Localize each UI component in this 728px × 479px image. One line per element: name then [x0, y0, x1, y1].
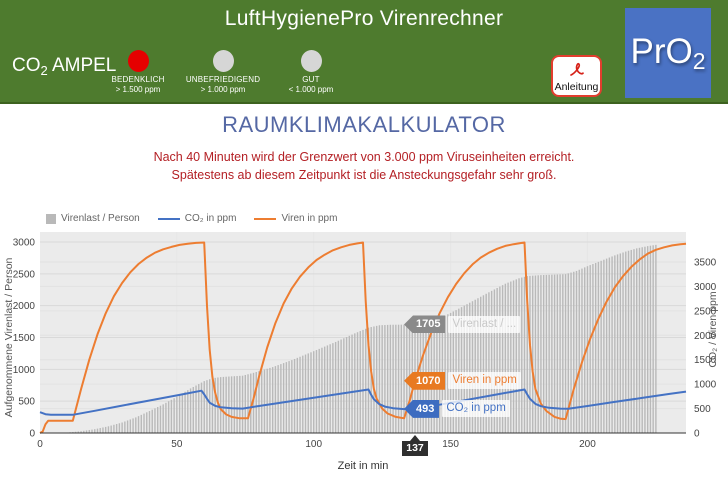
- chart-callout: 493 CO₂ in ppm: [404, 399, 510, 418]
- left-tick-label: 2000: [13, 301, 36, 312]
- app-title: LuftHygienePro Virenrechner: [224, 7, 504, 30]
- viren-line: [39, 241, 687, 434]
- x-tick-label: 50: [171, 439, 183, 450]
- co2-ampel-label: CO2 AMPEL: [12, 55, 117, 78]
- legend-bar-swatch-icon: [46, 213, 56, 224]
- chart-callout: 1705 Virenlast / ...: [404, 315, 521, 334]
- warning-line-1: Nach 40 Minuten wird der Grenzwert von 3…: [153, 150, 575, 164]
- right-tick-label: 2500: [694, 306, 717, 317]
- raumklima-chart[interactable]: Virenlast / Person CO₂ in ppm Viren in ppm…: [0, 205, 728, 479]
- page-title: RAUMKLIMAKALKULATOR: [222, 112, 506, 137]
- left-axis-title: Aufgenommene Virenlast / Person: [3, 257, 15, 417]
- callout-series-label: CO₂ in ppm: [442, 400, 510, 418]
- right-tick-label: 1000: [694, 380, 717, 391]
- right-tick-label: 3500: [694, 257, 717, 268]
- app-header: LuftHygienePro Virenrechner CO2 AMPEL BE…: [0, 0, 728, 104]
- pdf-icon: [569, 62, 584, 76]
- traffic-light-gut: GUT < 1.000 ppm: [266, 50, 356, 95]
- left-tick-label: 2500: [13, 269, 36, 280]
- marker-arrow-icon: [410, 435, 420, 441]
- anleitung-label: Anleitung: [554, 81, 599, 93]
- chart-legend: Virenlast / Person CO₂ in ppm Viren in ppm: [46, 213, 337, 224]
- legend-item: Virenlast / Person: [46, 213, 140, 224]
- gray-light-icon: [212, 50, 234, 72]
- x-tick-label: 0: [37, 439, 43, 450]
- gray-light-icon: [300, 50, 322, 72]
- left-tick-label: 3000: [13, 237, 36, 248]
- anleitung-button[interactable]: Anleitung: [551, 55, 602, 97]
- callout-series-label: Viren in ppm: [448, 372, 521, 390]
- traffic-light-unbefriedigend: UNBEFRIEDIGEND > 1.000 ppm: [170, 50, 276, 95]
- x-tick-label: 150: [442, 439, 459, 450]
- left-tick-label: 500: [18, 397, 35, 408]
- right-tick-label: 0: [694, 429, 700, 440]
- right-tick-label: 2000: [694, 331, 717, 342]
- pro2-logo: PrO2: [625, 8, 711, 98]
- right-tick-label: 500: [694, 404, 711, 415]
- co2-line: [39, 388, 687, 416]
- left-tick-label: 1000: [13, 365, 36, 376]
- legend-label: CO₂ in ppm: [184, 213, 237, 224]
- callout-series-label: Virenlast / ...: [448, 315, 521, 333]
- legend-item: CO₂ in ppm: [157, 213, 237, 224]
- callout-value-tag: 493: [404, 399, 440, 418]
- callout-value-tag: 1070: [404, 371, 446, 390]
- x-axis-title: Zeit in min: [338, 460, 389, 472]
- chart-plot[interactable]: 0 50 100 150 2000500100015002000250030000500…: [0, 205, 728, 479]
- x-tick-label: 100: [305, 439, 322, 450]
- right-axis-title: CO₂ / Viren ppm: [707, 291, 719, 367]
- legend-label: Virenlast / Person: [61, 213, 140, 224]
- x-tick-label: 200: [579, 439, 596, 450]
- traffic-light-bedenklich: BEDENKLICH > 1.500 ppm: [93, 50, 183, 95]
- callout-value-tag: 1705: [404, 315, 446, 334]
- legend-line-swatch-icon: [254, 217, 277, 220]
- left-tick-label: 1500: [13, 333, 36, 344]
- right-tick-label: 1500: [694, 355, 717, 366]
- right-tick-label: 3000: [694, 282, 717, 293]
- legend-label: Viren in ppm: [281, 213, 338, 224]
- warning-line-2: Spätestens ab diesem Zeitpunkt ist die A…: [171, 168, 557, 182]
- x-axis-selection-marker: 137: [402, 435, 428, 456]
- red-light-icon: [127, 50, 149, 72]
- chart-callout: 1070 Viren in ppm: [404, 371, 521, 390]
- warning-message: Nach 40 Minuten wird der Grenzwert von 3…: [0, 148, 728, 184]
- legend-item: Viren in ppm: [254, 213, 337, 224]
- marker-value: 137: [402, 441, 428, 456]
- left-tick-label: 0: [29, 429, 35, 440]
- legend-line-swatch-icon: [157, 217, 180, 220]
